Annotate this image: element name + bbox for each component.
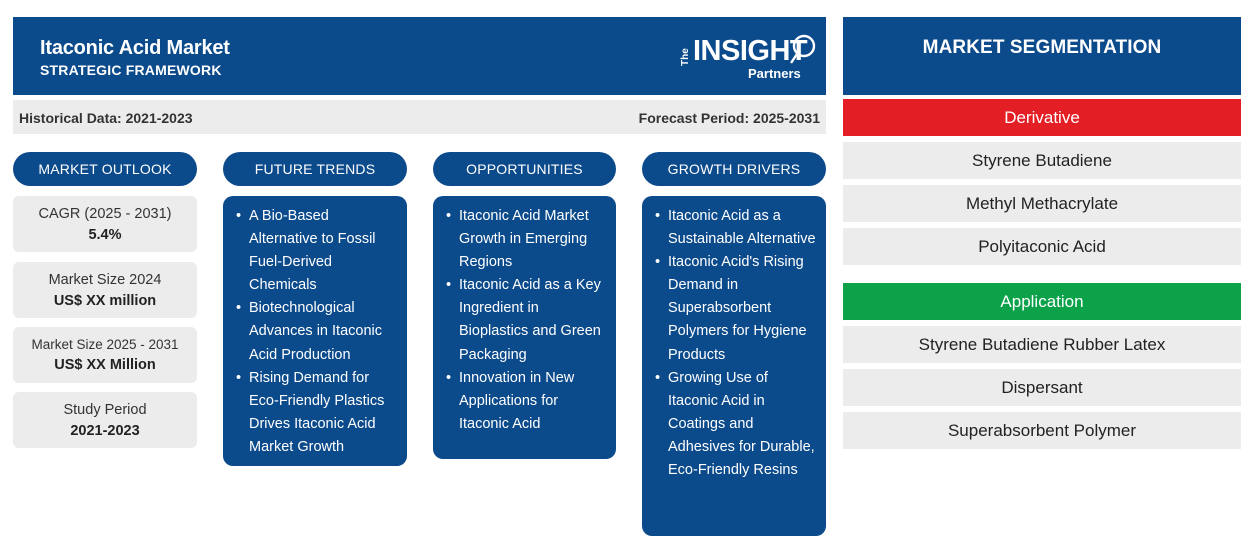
market-outlook-heading: MARKET OUTLOOK xyxy=(13,152,197,186)
metric-label: Market Size 2025 - 2031 xyxy=(31,337,179,352)
list-item: Itaconic Acid's Rising Demand in Superab… xyxy=(655,251,818,366)
segment-derivative-heading: Derivative xyxy=(843,99,1241,136)
segmentation-title: MARKET SEGMENTATION xyxy=(922,37,1162,58)
growth-drivers-heading: GROWTH DRIVERS xyxy=(642,152,826,186)
report-header: Itaconic Acid Market STRATEGIC FRAMEWORK… xyxy=(13,17,826,95)
list-item: Itaconic Acid as a Sustainable Alternati… xyxy=(655,205,818,251)
segment-item: Styrene Butadiene Rubber Latex xyxy=(843,326,1241,363)
logo-partners-text: Partners xyxy=(748,66,801,81)
historical-data-label: Historical Data: 2021-2023 xyxy=(19,110,193,126)
metric-market-size-2024: Market Size 2024 US$ XX million xyxy=(13,262,197,318)
list-item: Rising Demand for Eco-Friendly Plastics … xyxy=(236,367,399,459)
page-subtitle: STRATEGIC FRAMEWORK xyxy=(40,62,222,78)
metric-value: US$ XX Million xyxy=(54,357,156,373)
logo-insight-text: INSIGHT xyxy=(693,35,808,67)
metric-market-size-forecast: Market Size 2025 - 2031 US$ XX Million xyxy=(13,327,197,383)
metric-study-period: Study Period 2021-2023 xyxy=(13,392,197,448)
future-trends-heading: FUTURE TRENDS xyxy=(223,152,407,186)
future-trends-card: A Bio-Based Alternative to Fossil Fuel-D… xyxy=(223,196,407,466)
list-item: Growing Use of Itaconic Acid in Coatings… xyxy=(655,367,818,482)
forecast-period-label: Forecast Period: 2025-2031 xyxy=(638,110,820,126)
list-item: Itaconic Acid Market Growth in Emerging … xyxy=(446,205,608,274)
period-bar: Historical Data: 2021-2023 Forecast Peri… xyxy=(13,100,826,134)
opportunities-card: Itaconic Acid Market Growth in Emerging … xyxy=(433,196,616,459)
page-title: Itaconic Acid Market xyxy=(40,37,230,59)
metric-value: US$ XX million xyxy=(53,293,157,309)
metric-label: Market Size 2024 xyxy=(48,272,162,288)
list-item: A Bio-Based Alternative to Fossil Fuel-D… xyxy=(236,205,399,297)
segment-item: Dispersant xyxy=(843,369,1241,406)
logo-the-text: The xyxy=(680,48,691,66)
metric-value: 5.4% xyxy=(88,227,122,243)
segment-item: Methyl Methacrylate xyxy=(843,185,1241,222)
list-item: Itaconic Acid as a Key Ingredient in Bio… xyxy=(446,274,608,366)
metric-value: 2021-2023 xyxy=(70,423,140,439)
segment-item: Styrene Butadiene xyxy=(843,142,1241,179)
logo-magnifier-icon xyxy=(790,34,816,64)
opportunities-heading: OPPORTUNITIES xyxy=(433,152,616,186)
segment-item: Superabsorbent Polymer xyxy=(843,412,1241,449)
insight-partners-logo: The INSIGHT Partners xyxy=(676,33,826,83)
metric-cagr: CAGR (2025 - 2031) 5.4% xyxy=(13,196,197,252)
metric-label: CAGR (2025 - 2031) xyxy=(38,206,172,222)
list-item: Biotechnological Advances in Itaconic Ac… xyxy=(236,297,399,366)
metric-label: Study Period xyxy=(63,402,147,418)
list-item: Innovation in New Applications for Itaco… xyxy=(446,367,608,436)
segment-application-heading: Application xyxy=(843,283,1241,320)
segment-item: Polyitaconic Acid xyxy=(843,228,1241,265)
market-segmentation-header: MARKET SEGMENTATION xyxy=(843,17,1241,95)
growth-drivers-card: Itaconic Acid as a Sustainable Alternati… xyxy=(642,196,826,536)
